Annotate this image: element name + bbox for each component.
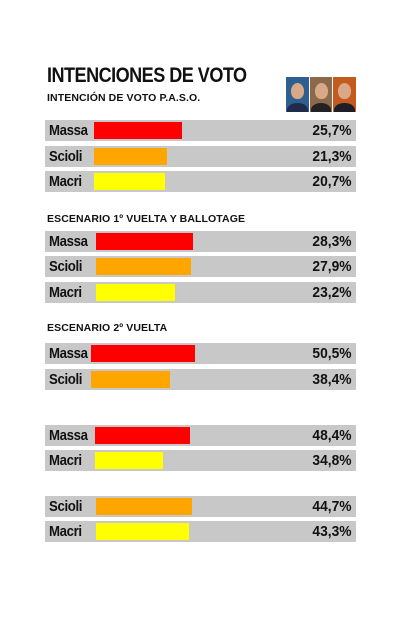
- bar: [91, 345, 195, 362]
- page-title: INTENCIONES DE VOTO: [47, 64, 247, 87]
- bar-row: Macri 20,7%: [45, 171, 356, 192]
- category-label: Massa: [49, 233, 88, 250]
- category-label: Macri: [49, 173, 82, 190]
- bar-row: Macri 23,2%: [45, 282, 356, 303]
- bar: [95, 427, 190, 444]
- portrait-head: [314, 83, 328, 99]
- data-label: 28,3%: [312, 233, 352, 250]
- data-label: 23,2%: [312, 284, 352, 301]
- bar-row: Scioli 44,7%: [45, 496, 356, 517]
- chart-title: ESCENARIO 1º VUELTA Y BALLOTAGE: [47, 213, 246, 225]
- data-label: 25,7%: [312, 122, 352, 139]
- portrait-shoulders: [310, 103, 332, 112]
- portrait-head: [290, 83, 304, 99]
- bar-row: Massa 48,4%: [45, 425, 356, 446]
- bar: [94, 148, 167, 165]
- bar: [96, 498, 192, 515]
- portrait-shoulders: [287, 103, 308, 112]
- bar: [91, 371, 170, 388]
- scioli-photo: [309, 77, 333, 112]
- category-label: Macri: [49, 284, 82, 301]
- data-label: 20,7%: [312, 173, 352, 190]
- category-label: Scioli: [49, 258, 83, 275]
- portrait-head: [338, 83, 352, 99]
- chart-title: ESCENARIO 2º VUELTA: [47, 322, 168, 334]
- data-label: 21,3%: [312, 148, 352, 165]
- macri-photo: [333, 77, 357, 112]
- bar-row: Scioli 27,9%: [45, 256, 356, 277]
- data-label: 38,4%: [312, 371, 352, 388]
- category-label: Scioli: [49, 498, 83, 515]
- bar: [96, 258, 191, 275]
- data-label: 50,5%: [312, 345, 352, 362]
- category-label: Macri: [49, 452, 82, 469]
- bar: [96, 284, 175, 301]
- data-label: 34,8%: [312, 452, 352, 469]
- category-label: Massa: [49, 122, 88, 139]
- bar: [96, 523, 189, 540]
- portrait-shoulders: [334, 103, 356, 112]
- bar-row: Macri 43,3%: [45, 521, 356, 542]
- bar-row: Scioli 21,3%: [45, 146, 356, 167]
- chart-title: INTENCIÓN DE VOTO P.A.S.O.: [47, 92, 201, 104]
- bar-row: Massa 25,7%: [45, 120, 356, 141]
- data-label: 43,3%: [312, 523, 352, 540]
- category-label: Scioli: [49, 371, 83, 388]
- bar-row: Massa 50,5%: [45, 343, 356, 364]
- bar: [96, 233, 193, 250]
- massa-photo: [286, 77, 309, 112]
- data-label: 44,7%: [312, 498, 352, 515]
- bar-row: Macri 34,8%: [45, 450, 356, 471]
- data-label: 48,4%: [312, 427, 352, 444]
- bar-row: Massa 28,3%: [45, 231, 356, 252]
- bar: [94, 173, 165, 190]
- category-label: Macri: [49, 523, 82, 540]
- bar-row: Scioli 38,4%: [45, 369, 356, 390]
- category-label: Scioli: [49, 148, 83, 165]
- bar: [95, 452, 163, 469]
- category-label: Massa: [49, 345, 88, 362]
- bar: [94, 122, 182, 139]
- candidate-photos: [286, 77, 357, 112]
- category-label: Massa: [49, 427, 88, 444]
- data-label: 27,9%: [312, 258, 352, 275]
